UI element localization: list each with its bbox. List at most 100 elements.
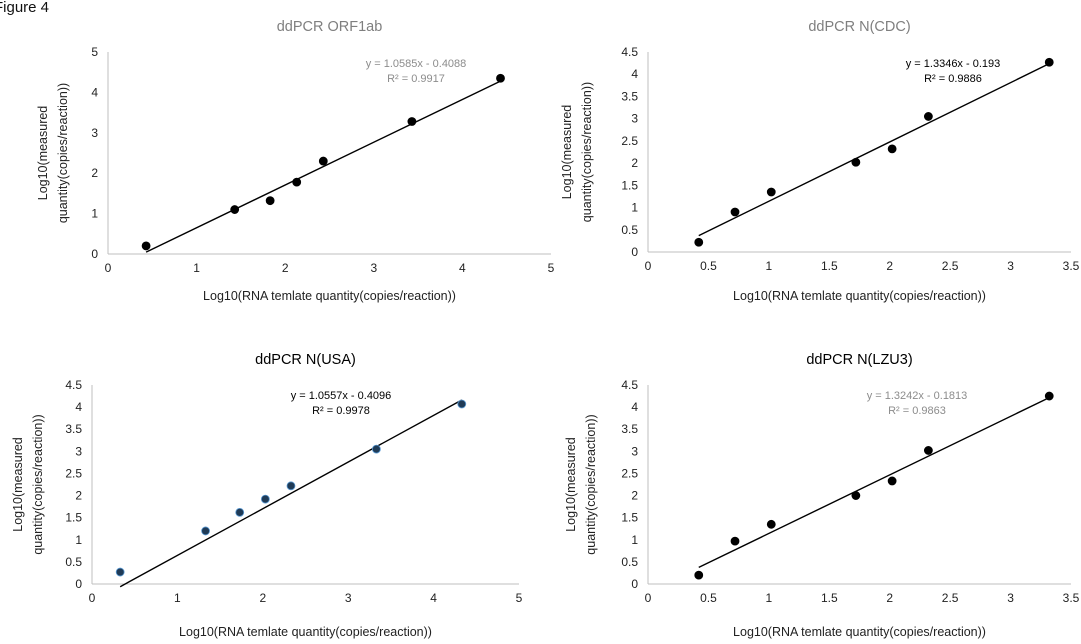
y-tick-label: 3 xyxy=(75,444,82,458)
x-tick-label: 2 xyxy=(259,591,266,605)
data-point xyxy=(851,491,861,500)
data-point xyxy=(457,399,467,409)
y-tick-label: 1 xyxy=(631,533,638,547)
x-axis-label: Log10(RNA temlate quantity(copies/reacti… xyxy=(733,625,986,639)
x-tick-label: 3.5 xyxy=(1063,259,1080,273)
chart-4: ddPCR N(LZU3) 0 0.5 1 1.5 2 2.5 3 3.5 0 0.5 1 1.5 2 2.… xyxy=(564,352,1080,639)
y-tick-label: 3.5 xyxy=(65,422,82,436)
y-tick-label: 4 xyxy=(91,85,98,99)
data-point xyxy=(887,144,897,154)
y-tick-label: 0.5 xyxy=(621,555,638,569)
trendline-equation: y = 1.0585x - 0.4088 xyxy=(366,58,467,70)
chart-title: ddPCR N(LZU3) xyxy=(806,352,912,368)
chart-title: ddPCR N(USA) xyxy=(255,352,356,368)
y-tick-label: 2 xyxy=(75,489,82,503)
x-tick-label: 2 xyxy=(886,591,893,605)
y-tick-label: 0 xyxy=(631,577,638,591)
data-point xyxy=(694,570,704,580)
y-tick-label: 0.5 xyxy=(65,555,82,569)
trendline xyxy=(698,396,1050,569)
data-point xyxy=(235,507,245,517)
y-tick-label: 0 xyxy=(75,577,82,591)
x-tick-label: 2 xyxy=(282,261,289,275)
y-tick-label: 4 xyxy=(631,67,638,81)
chart-title: ddPCR ORF1ab xyxy=(277,19,383,35)
y-tick-label: 2 xyxy=(631,489,638,503)
r-squared-label: R² = 0.9886 xyxy=(924,73,982,85)
data-point xyxy=(260,494,270,504)
y-tick-label: 1.5 xyxy=(621,511,638,525)
y-tick-label: 5 xyxy=(91,45,98,59)
data-point xyxy=(730,207,740,217)
r-squared-label: R² = 0.9917 xyxy=(387,73,445,85)
chart-3: ddPCR N(USA) 0 1 2 3 4 5 0 0.5 1 1.5 2 2.5 3 3.5 4 4.5 Lo… xyxy=(11,352,523,639)
data-point xyxy=(201,526,210,536)
y-tick-label: 4 xyxy=(75,400,82,414)
trendline xyxy=(145,80,501,253)
y-tick-label: 0 xyxy=(91,247,98,261)
data-point xyxy=(371,444,381,454)
y-tick-label: 2 xyxy=(631,156,638,170)
y-axis-label: quantity(copies/reaction)) xyxy=(56,83,70,223)
data-point xyxy=(923,446,933,455)
trendline xyxy=(119,399,463,588)
x-axis-label: Log10(RNA temlate quantity(copies/reacti… xyxy=(733,289,986,303)
data-point xyxy=(407,117,417,126)
figure-label: Figure 4 xyxy=(0,0,49,16)
y-tick-label: 3.5 xyxy=(621,89,638,103)
data-point xyxy=(292,177,302,187)
x-tick-label: 4 xyxy=(430,591,437,605)
x-tick-label: 0 xyxy=(645,591,652,605)
x-tick-label: 2 xyxy=(886,259,893,273)
y-tick-label: 4 xyxy=(631,400,638,414)
x-tick-label: 0 xyxy=(89,591,96,605)
y-tick-label: 1 xyxy=(631,201,638,215)
data-point xyxy=(887,476,897,486)
x-tick-label: 3.5 xyxy=(1063,591,1080,605)
data-point xyxy=(766,519,776,529)
data-point xyxy=(496,73,505,83)
x-tick-label: 5 xyxy=(516,591,523,605)
x-tick-label: 3 xyxy=(370,261,377,275)
trendline-equation: y = 1.3346x - 0.193 xyxy=(906,58,1000,70)
y-axis-label: quantity(copies/reaction)) xyxy=(31,414,45,554)
y-tick-label: 1 xyxy=(75,533,82,547)
data-point xyxy=(766,187,776,197)
y-tick-label: 2.5 xyxy=(621,466,638,480)
x-tick-label: 2.5 xyxy=(942,259,959,273)
y-tick-label: 1.5 xyxy=(65,511,82,525)
y-tick-label: 3.5 xyxy=(621,422,638,436)
y-axis-label: Log10(measured xyxy=(560,105,574,200)
y-tick-label: 1 xyxy=(91,207,98,221)
x-tick-label: 0 xyxy=(645,259,652,273)
y-tick-label: 1.5 xyxy=(621,178,638,192)
y-axis-label: quantity(copies/reaction)) xyxy=(584,414,598,554)
x-tick-label: 2.5 xyxy=(942,591,959,605)
x-axis-label: Log10(RNA temlate quantity(copies/reacti… xyxy=(179,625,432,639)
x-axis-label: Log10(RNA temlate quantity(copies/reacti… xyxy=(203,289,456,303)
x-tick-label: 0 xyxy=(105,261,112,275)
r-squared-label: R² = 0.9978 xyxy=(312,405,370,417)
y-tick-label: 2 xyxy=(91,166,98,180)
y-axis-label: Log10(measured xyxy=(36,106,50,201)
data-point xyxy=(851,157,861,167)
x-tick-label: 4 xyxy=(459,261,466,275)
x-tick-label: 5 xyxy=(548,261,555,275)
x-tick-label: 0.5 xyxy=(700,259,717,273)
trendline-equation: y = 1.0557x - 0.4096 xyxy=(291,390,392,402)
y-tick-label: 4.5 xyxy=(621,45,638,59)
data-point xyxy=(115,567,125,577)
data-point xyxy=(230,205,240,214)
y-axis-label: Log10(measured xyxy=(564,437,578,532)
chart-1: ddPCR ORF1ab 0 1 2 3 4 5 0 1 2 3 4 5 Log10(RNA temlat… xyxy=(36,19,555,303)
data-point xyxy=(923,112,933,121)
data-point xyxy=(694,237,704,247)
y-tick-label: 4.5 xyxy=(65,378,82,392)
x-tick-label: 1 xyxy=(193,261,200,275)
y-tick-label: 0 xyxy=(631,245,638,259)
data-point xyxy=(318,156,328,166)
x-tick-label: 1 xyxy=(174,591,181,605)
x-tick-label: 1.5 xyxy=(821,259,838,273)
x-tick-label: 0.5 xyxy=(700,591,717,605)
data-point xyxy=(1044,57,1054,67)
